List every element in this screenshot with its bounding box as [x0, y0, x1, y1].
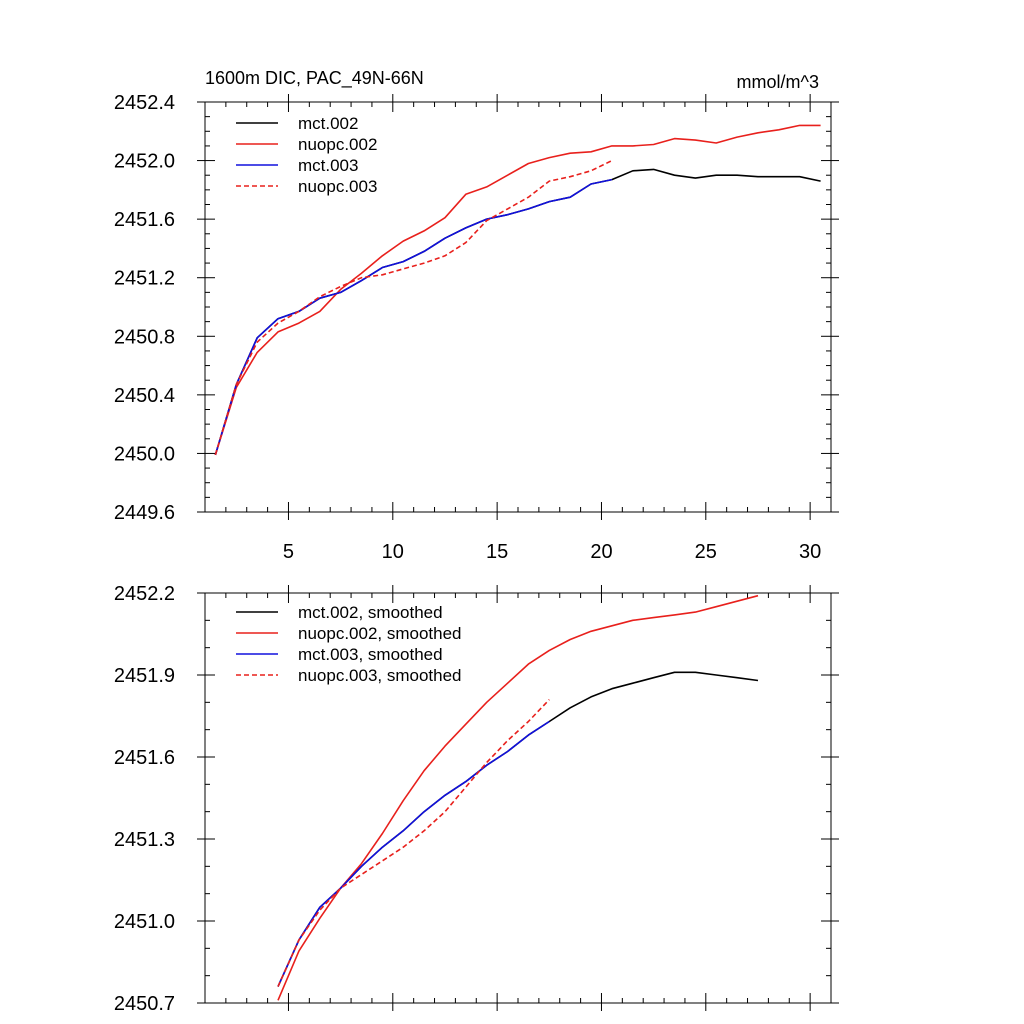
chart-panel-1: 2449.6 2450.0 2450.4 2450.8 2451.2 2451.6 2452… — [114, 68, 839, 563]
x-tick-label: 15 — [486, 541, 508, 563]
series-line-2 — [214, 124, 821, 456]
y-tick-label: 2451.2 — [114, 268, 175, 290]
units-label: mmol/m^3 — [737, 72, 819, 92]
axis-ticks — [197, 585, 839, 1011]
legend-label: mct.002 — [298, 114, 358, 133]
x-tick-label: 30 — [799, 541, 821, 563]
series-line-2 — [277, 594, 759, 1001]
x-tick-label: 20 — [590, 541, 612, 563]
legend-label: nuopc.003 — [298, 177, 377, 196]
legend-label: mct.003, smoothed — [298, 645, 443, 664]
legend: mct.002 nuopc.002 mct.003 nuopc.003 — [236, 114, 377, 196]
y-tick-label: 2450.4 — [114, 385, 175, 407]
y-tick-label: 2451.9 — [114, 665, 175, 687]
series-line-3 — [214, 178, 613, 456]
legend-label: nuopc.002 — [298, 135, 377, 154]
x-tick-label: 5 — [283, 541, 294, 563]
chart-panel-2: 2450.7 2451.0 2451.3 2451.6 2451.9 2452.2 mct.… — [114, 583, 839, 1015]
legend: mct.002, smoothed nuopc.002, smoothed mct.… — [236, 603, 462, 685]
y-tick-label: 2451.0 — [114, 911, 175, 933]
legend-label: mct.002, smoothed — [298, 603, 443, 622]
y-tick-label: 2451.3 — [114, 829, 175, 851]
y-tick-label: 2452.2 — [114, 583, 175, 605]
y-tick-label: 2450.0 — [114, 443, 175, 465]
legend-label: nuopc.003, smoothed — [298, 666, 462, 685]
y-tick-label: 2451.6 — [114, 209, 175, 231]
x-tick-label: 10 — [382, 541, 404, 563]
y-tick-label: 2449.6 — [114, 502, 175, 524]
series-line-4 — [277, 699, 550, 987]
series-line-1 — [277, 671, 759, 987]
axis-ticks — [197, 94, 839, 520]
y-tick-label: 2452.0 — [114, 151, 175, 173]
legend-label: mct.003 — [298, 156, 358, 175]
legend-label: nuopc.002, smoothed — [298, 624, 462, 643]
x-tick-label: 25 — [695, 541, 717, 563]
y-tick-label: 2452.4 — [114, 92, 175, 114]
y-tick-label: 2451.6 — [114, 747, 175, 769]
y-tick-label: 2450.8 — [114, 326, 175, 348]
chart-title: 1600m DIC, PAC_49N-66N — [205, 68, 424, 89]
series-line-4 — [214, 159, 613, 456]
series-line-3 — [277, 720, 550, 987]
y-tick-label: 2450.7 — [114, 993, 175, 1015]
